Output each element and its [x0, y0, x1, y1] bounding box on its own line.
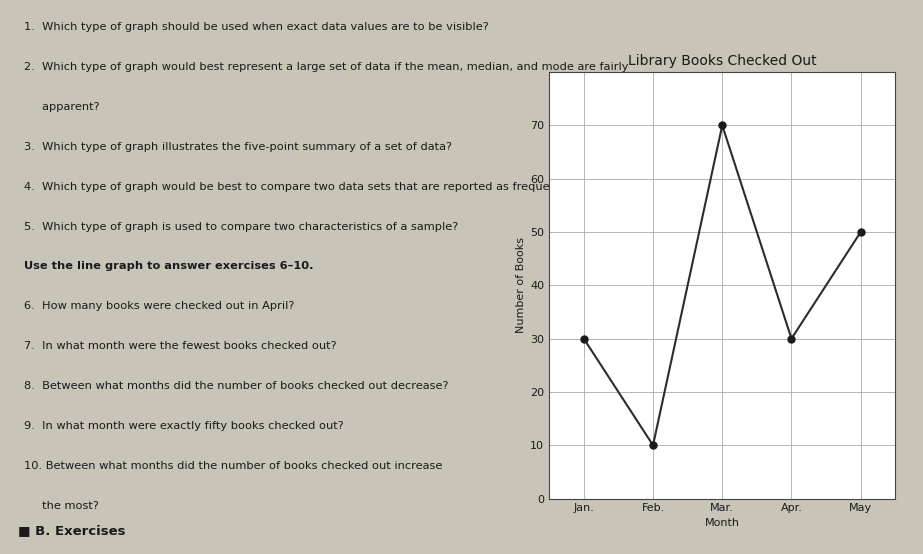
- X-axis label: Month: Month: [705, 517, 739, 527]
- Text: 1.  Which type of graph should be used when exact data values are to be visible?: 1. Which type of graph should be used wh…: [24, 22, 488, 32]
- Text: 4.  Which type of graph would be best to compare two data sets that are reported: 4. Which type of graph would be best to …: [24, 182, 636, 192]
- Text: the most?: the most?: [24, 501, 99, 511]
- Text: 2.  Which type of graph would best represent a large set of data if the mean, me: 2. Which type of graph would best repres…: [24, 62, 629, 72]
- Text: 7.  In what month were the fewest books checked out?: 7. In what month were the fewest books c…: [24, 341, 336, 351]
- Y-axis label: Number of Books: Number of Books: [516, 237, 526, 334]
- Text: 10. Between what months did the number of books checked out increase: 10. Between what months did the number o…: [24, 461, 442, 471]
- Text: Use the line graph to answer exercises 6–10.: Use the line graph to answer exercises 6…: [24, 261, 313, 271]
- Text: 3.  Which type of graph illustrates the five-point summary of a set of data?: 3. Which type of graph illustrates the f…: [24, 142, 451, 152]
- Text: 9.  In what month were exactly fifty books checked out?: 9. In what month were exactly fifty book…: [24, 421, 343, 431]
- Text: 8.  Between what months did the number of books checked out decrease?: 8. Between what months did the number of…: [24, 381, 449, 391]
- Text: 5.  Which type of graph is used to compare two characteristics of a sample?: 5. Which type of graph is used to compar…: [24, 222, 458, 232]
- Text: ■ B. Exercises: ■ B. Exercises: [18, 525, 126, 537]
- Title: Library Books Checked Out: Library Books Checked Out: [628, 54, 817, 68]
- Text: 6.  How many books were checked out in April?: 6. How many books were checked out in Ap…: [24, 301, 294, 311]
- Text: apparent?: apparent?: [24, 102, 100, 112]
